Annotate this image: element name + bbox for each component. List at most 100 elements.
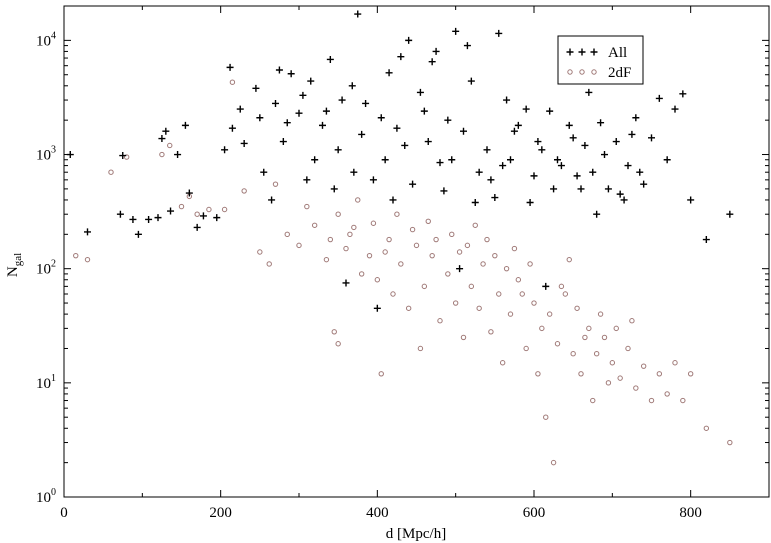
data-point-2df: [123, 154, 130, 160]
data-point-all: [145, 215, 153, 223]
data-point-all: [495, 29, 503, 37]
data-point-2df: [390, 291, 396, 297]
data-point-2df: [605, 380, 612, 386]
data-point-all: [448, 156, 456, 164]
data-point-2df: [284, 231, 290, 238]
data-point-all: [119, 152, 127, 160]
data-point-2df: [304, 203, 310, 210]
y-tick-label: 104: [36, 30, 56, 49]
data-point-2df: [323, 256, 330, 263]
data-point-all: [416, 88, 424, 96]
data-point-2df: [370, 220, 377, 226]
data-point-2df: [570, 350, 576, 357]
data-point-2df: [574, 305, 580, 311]
data-point-all: [456, 265, 464, 273]
data-point-2df: [480, 261, 486, 267]
data-point-all: [393, 124, 401, 132]
data-point-2df: [554, 341, 561, 347]
legend-2df-symbol: [567, 69, 573, 75]
data-point-all: [460, 127, 467, 135]
data-point-all: [129, 215, 137, 223]
x-tick-label: 600: [523, 505, 546, 521]
data-point-2df: [507, 311, 514, 317]
data-point-all: [213, 214, 221, 222]
data-point-2df: [241, 188, 247, 194]
data-point-2df: [519, 291, 525, 297]
data-point-all: [573, 172, 581, 180]
data-point-all: [550, 185, 558, 193]
data-point-all: [322, 107, 330, 115]
y-tick-label: 100: [36, 487, 56, 506]
data-point-all: [334, 146, 342, 154]
data-point-2df: [472, 222, 478, 228]
data-point-2df: [413, 242, 420, 249]
data-point-2df: [543, 414, 549, 420]
y-tick-label: 102: [36, 259, 56, 278]
data-point-2df: [272, 181, 279, 187]
data-point-all: [311, 156, 319, 164]
data-point-all: [185, 189, 193, 197]
x-tick-label: 0: [60, 505, 68, 521]
data-point-2df: [433, 236, 439, 243]
data-point-all: [463, 42, 471, 50]
data-point-all: [687, 196, 695, 204]
data-point-2df: [558, 283, 565, 290]
data-point-all: [193, 223, 201, 231]
data-point-all: [499, 162, 507, 170]
x-tick-label: 200: [209, 505, 232, 521]
data-point-all: [405, 36, 413, 44]
data-point-all: [624, 162, 632, 170]
data-point-all: [436, 159, 444, 167]
data-point-2df: [703, 425, 710, 431]
data-point-2df: [590, 397, 596, 404]
data-point-all: [487, 176, 495, 184]
data-point-2df: [417, 345, 424, 352]
data-point-2df: [437, 318, 443, 324]
x-axis-ticks: 0 200 400 600 800: [60, 6, 702, 521]
data-point-all: [134, 230, 142, 238]
data-point-2df: [578, 371, 584, 377]
data-point-2df: [421, 283, 428, 290]
data-point-2df: [609, 360, 616, 366]
data-point-all: [167, 207, 175, 215]
data-point-all: [279, 138, 287, 146]
data-point-all: [303, 176, 311, 184]
data-point-all: [452, 27, 460, 35]
plot-frame: [63, 5, 770, 498]
data-point-all: [585, 88, 593, 96]
data-point-all: [116, 210, 124, 218]
data-point-2df: [672, 360, 678, 366]
data-point-all: [663, 156, 671, 164]
data-point-2df: [343, 245, 349, 252]
data-point-2df: [492, 252, 498, 259]
data-point-all: [287, 70, 295, 78]
data-point-2df: [527, 261, 533, 267]
data-point-2df: [680, 397, 686, 404]
data-point-all: [84, 228, 91, 236]
data-point-all: [319, 121, 326, 129]
data-point-all: [240, 139, 248, 147]
data-point-all: [358, 130, 366, 138]
x-axis-label: d [Mpc/h]: [386, 526, 446, 542]
data-point-all: [507, 156, 514, 164]
data-point-all: [221, 146, 229, 154]
data-point-all: [401, 141, 409, 149]
data-point-all: [373, 304, 381, 312]
data-point-all: [671, 105, 679, 113]
data-point-all: [569, 134, 577, 142]
data-point-all: [330, 185, 338, 193]
data-point-all: [491, 194, 499, 202]
data-point-all: [655, 94, 663, 102]
data-point-all: [648, 134, 655, 142]
data-point-2df: [206, 206, 212, 213]
data-point-2df: [425, 218, 431, 225]
data-point-2df: [464, 242, 471, 249]
data-point-2df: [378, 371, 384, 377]
data-point-all: [503, 96, 511, 104]
data-point-all: [483, 146, 491, 154]
data-point-2df: [562, 291, 569, 297]
data-point-all: [377, 114, 385, 122]
data-point-2df: [687, 371, 694, 377]
data-point-all: [256, 114, 264, 122]
y-tick-label: 103: [36, 145, 56, 164]
